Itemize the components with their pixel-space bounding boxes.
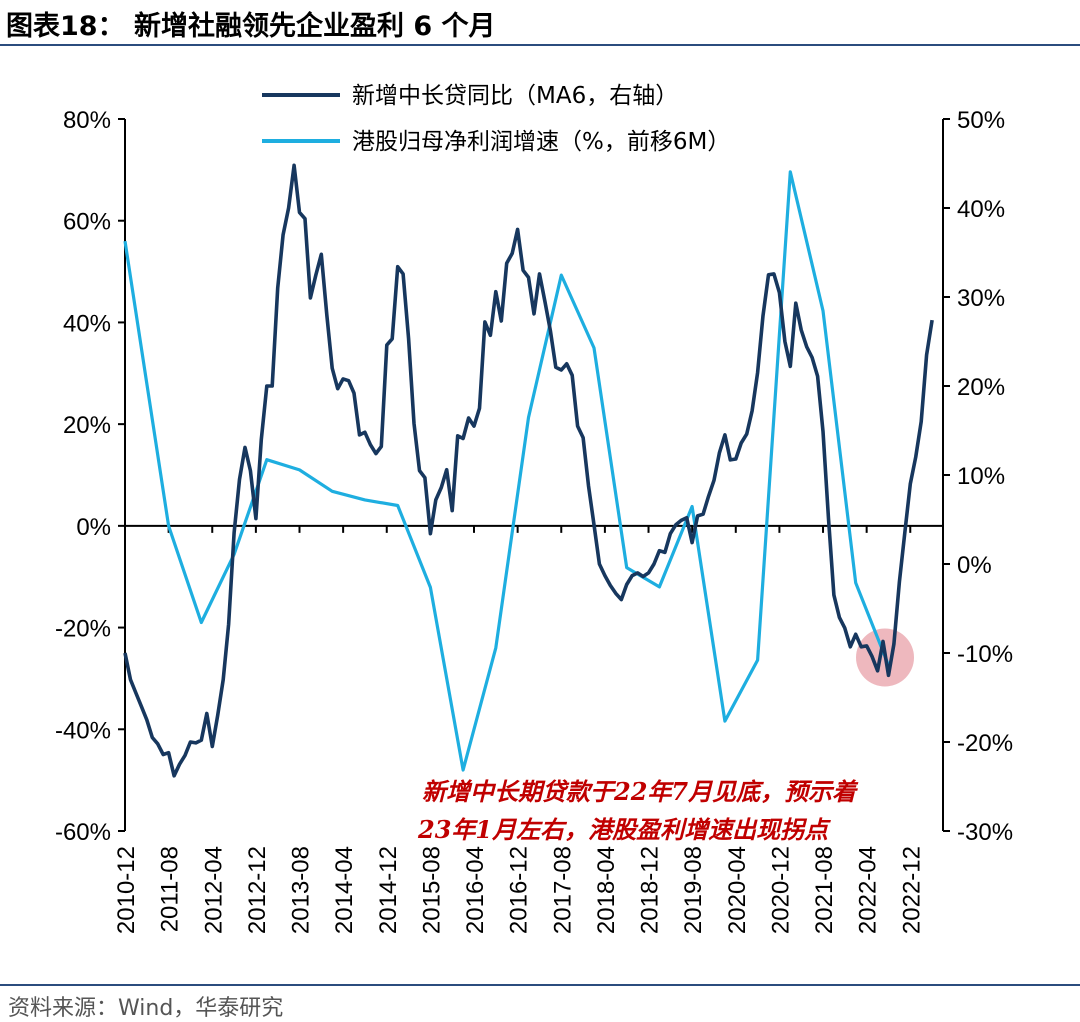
x-tick-label: 2016-04 [462,846,489,934]
series-profit-line [123,170,890,772]
right-tick-label: -10% [957,641,1013,668]
x-tick-label: 2022-12 [898,846,925,934]
x-tick-label: 2020-04 [724,846,751,934]
annotation-line: 新增中长期贷款于22年7月见底，预示着 [422,777,859,806]
source-rule [0,984,1080,986]
x-tick-label: 2014-12 [375,846,402,934]
figure-title: 图表18： 新增社融领先企业盈利 6 个月 [6,11,496,42]
left-tick-label: -20% [55,616,111,643]
annotation-line: 23年1月左右，港股盈利增速出现拐点 [417,815,831,844]
right-tick-label: -30% [957,819,1013,846]
x-tick-label: 2020-12 [767,846,794,934]
series-lines [123,163,934,778]
left-tick-label: -40% [55,717,111,744]
left-tick-label: 60% [63,209,111,236]
x-tick-label: 2018-12 [637,846,664,934]
left-tick-label: 0% [76,514,111,541]
right-tick-label: 10% [957,463,1005,490]
chart: -60% -40% -20% 0% 20% 40% 60% 80% -30% -20% -10% 0%… [55,83,1013,934]
x-tick-label: 2021-08 [811,846,838,934]
right-tick-label: 20% [957,374,1005,401]
right-tick-label: 0% [957,552,992,579]
left-tick-label: 20% [63,412,111,439]
x-tick-label: 2012-12 [244,846,271,934]
x-tick-label: 2010-12 [113,846,140,934]
axes [118,118,950,832]
legend-label: 新增中长贷同比（MA6，右轴） [352,83,678,109]
tick-labels: -60% -40% -20% 0% 20% 40% 60% 80% -30% -20% -10% 0%… [55,107,1013,934]
x-tick-label: 2013-08 [288,846,315,934]
legend: 新增中长贷同比（MA6，右轴） 港股归母净利润增速（%，前移6M） [262,83,730,155]
series-loans-line [123,163,934,778]
x-tick-label: 2011-08 [157,846,184,932]
right-tick-label: -20% [957,730,1013,757]
right-tick-label: 30% [957,285,1005,312]
x-tick-label: 2014-04 [331,846,358,934]
left-tick-label: 80% [63,107,111,134]
x-tick-label: 2012-04 [200,846,227,934]
left-tick-label: 40% [63,310,111,337]
x-tick-label: 2017-08 [549,846,576,934]
x-tick-label: 2016-12 [506,846,533,934]
x-tick-label: 2015-08 [418,846,445,934]
annotation: 新增中长期贷款于22年7月见底，预示着 23年1月左右，港股盈利增速出现拐点 [417,777,859,844]
x-tick-label: 2022-04 [855,846,882,934]
right-tick-label: 40% [957,196,1005,223]
x-tick-label: 2019-08 [680,846,707,934]
left-tick-label: -60% [55,819,111,846]
legend-label: 港股归母净利润增速（%，前移6M） [352,129,730,155]
right-tick-label: 50% [957,107,1005,134]
x-tick-label: 2018-04 [593,846,620,934]
title-rule [0,44,1080,46]
source-note: 资料来源：Wind，华泰研究 [8,996,284,1021]
